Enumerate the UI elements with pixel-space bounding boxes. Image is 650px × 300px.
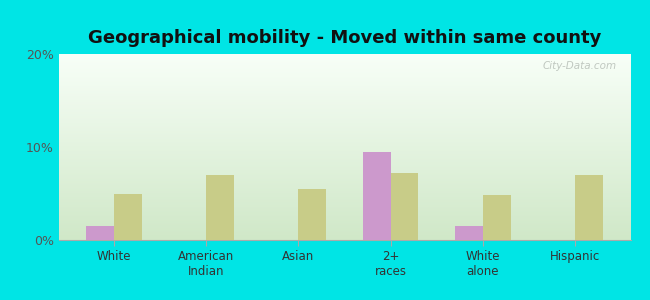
Title: Geographical mobility - Moved within same county: Geographical mobility - Moved within sam… — [88, 29, 601, 47]
Bar — [86, 226, 114, 240]
Bar — [363, 152, 391, 240]
Bar — [206, 175, 234, 240]
Bar — [298, 189, 326, 240]
Text: City-Data.com: City-Data.com — [542, 61, 616, 71]
Bar — [575, 175, 603, 240]
Bar — [391, 173, 419, 240]
Bar — [483, 195, 510, 240]
Bar — [114, 194, 142, 240]
Bar — [455, 226, 483, 240]
